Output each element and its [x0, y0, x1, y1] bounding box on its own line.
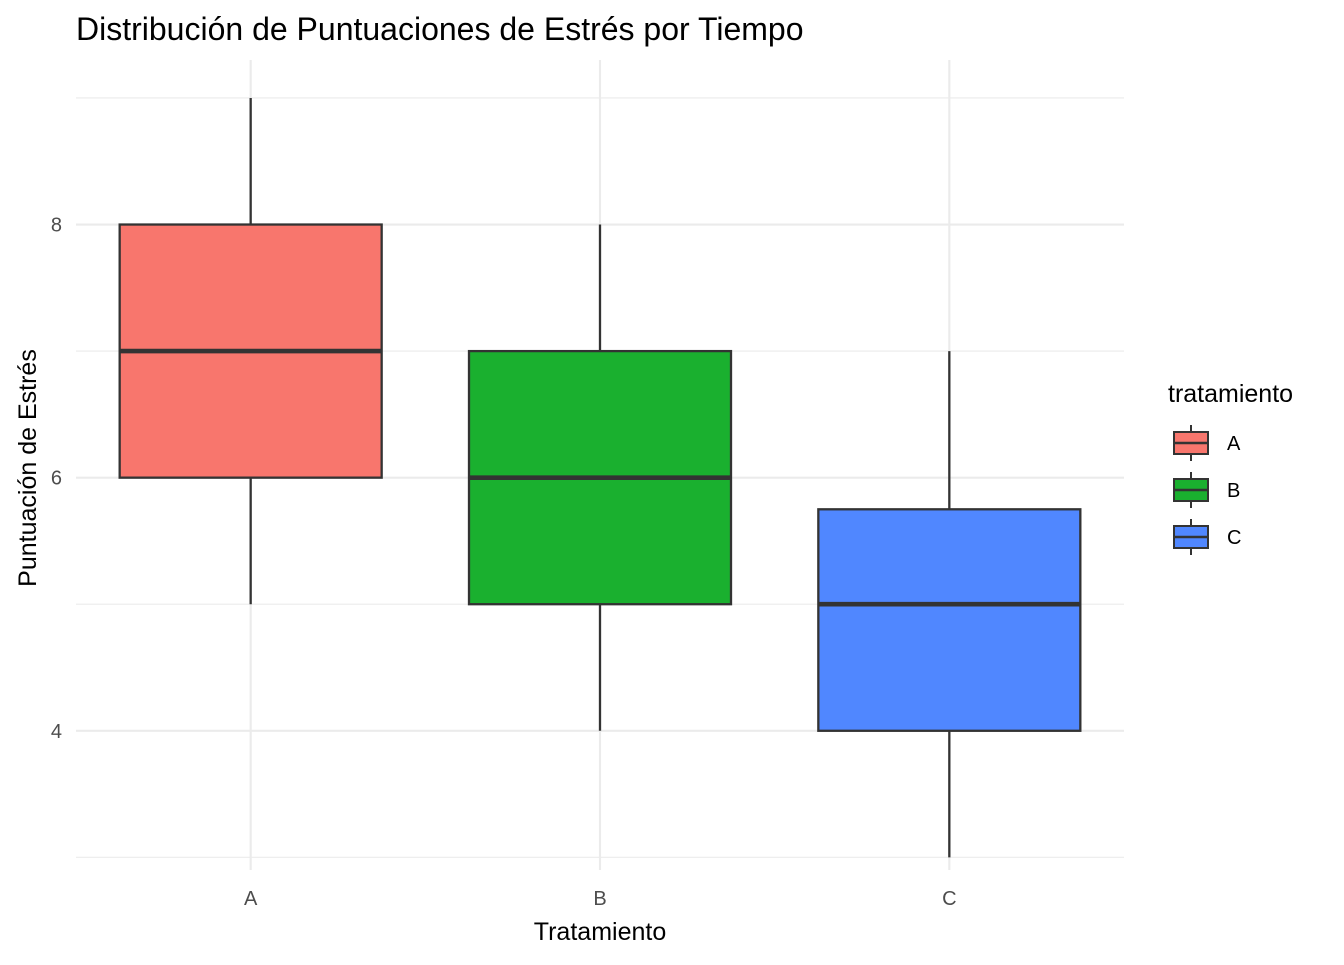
- legend-label: A: [1227, 433, 1241, 455]
- x-tick-label: B: [593, 888, 606, 910]
- legend-item: B: [1173, 472, 1240, 508]
- axes: 4 6 8 A B C: [51, 215, 957, 910]
- box-group: [118, 97, 383, 605]
- legend-label: C: [1227, 527, 1241, 549]
- x-axis-title: Tratamiento: [534, 918, 666, 946]
- x-tick-label: A: [244, 888, 258, 910]
- legend: tratamiento A B C: [1168, 380, 1293, 555]
- legend-item: C: [1173, 519, 1241, 555]
- box-iqr: [817, 508, 1082, 732]
- y-tick-label: 6: [51, 468, 62, 490]
- x-tick-label: C: [942, 888, 956, 910]
- y-axis-title: Puntuación de Estrés: [14, 349, 42, 587]
- boxes: [118, 97, 1082, 858]
- y-tick-label: 8: [51, 215, 62, 237]
- legend-label: B: [1227, 480, 1240, 502]
- chart-title: Distribución de Puntuaciones de Estrés p…: [76, 11, 804, 47]
- box-group: [467, 224, 733, 731]
- y-tick-label: 4: [51, 721, 62, 743]
- legend-item: A: [1173, 425, 1241, 461]
- legend-title: tratamiento: [1168, 380, 1293, 408]
- box-group: [817, 351, 1082, 858]
